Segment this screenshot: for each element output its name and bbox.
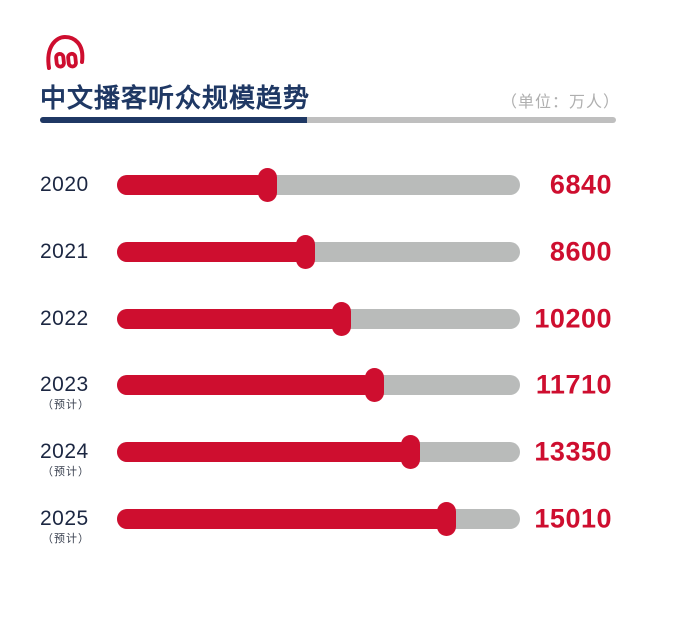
bar-knob [296, 234, 316, 269]
bar-track [117, 301, 520, 336]
bar-fill [117, 442, 411, 463]
year-label: 2023 [40, 373, 89, 397]
bar-knob [437, 502, 457, 536]
chart-row: 2025 （预计） 15010 [40, 486, 640, 552]
value-label: 10200 [534, 303, 612, 334]
value-label: 6840 [549, 169, 612, 200]
chart-row: 2022 10200 [40, 286, 640, 352]
year-label: 2022 [40, 306, 89, 330]
chart-row: 2020 6840 [40, 152, 640, 218]
bar-fill [117, 375, 375, 396]
value-label: 11710 [535, 369, 612, 400]
year-label: 2020 [40, 173, 89, 196]
earcup-right [66, 51, 78, 69]
chart-row: 2024 （预计） 13350 [40, 419, 640, 485]
bar-track [117, 368, 520, 403]
forecast-note: （预计） [42, 399, 90, 412]
bar-knob [257, 168, 277, 202]
chart-row: 2021 8600 [40, 219, 640, 285]
title-underline [40, 117, 616, 123]
bar-knob [331, 301, 351, 336]
bar-track [117, 502, 520, 536]
bar-fill [117, 509, 447, 529]
headphones-icon [46, 34, 85, 70]
chart-row: 2023 （预计） 11710 [40, 352, 640, 418]
earcup-left [54, 52, 66, 69]
bar-track [117, 234, 520, 269]
forecast-note: （预计） [42, 533, 90, 545]
title-underline-accent [40, 117, 307, 123]
bar-track [117, 435, 520, 470]
forecast-note: （预计） [42, 466, 90, 479]
year-label: 2021 [40, 239, 89, 263]
year-label: 2025 [40, 507, 89, 530]
bar-knob [364, 368, 384, 403]
value-label: 15010 [534, 503, 612, 534]
bar-fill [117, 241, 306, 262]
unit-label: （单位：万人） [500, 94, 620, 111]
bar-fill [117, 308, 341, 329]
value-label: 8600 [549, 236, 612, 267]
year-label: 2024 [40, 440, 89, 464]
value-label: 13350 [534, 436, 612, 467]
page-title: 中文播客听众规模趋势 [40, 83, 311, 113]
bar-fill [117, 175, 268, 195]
bar-knob [400, 435, 420, 470]
bar-track [117, 168, 520, 202]
